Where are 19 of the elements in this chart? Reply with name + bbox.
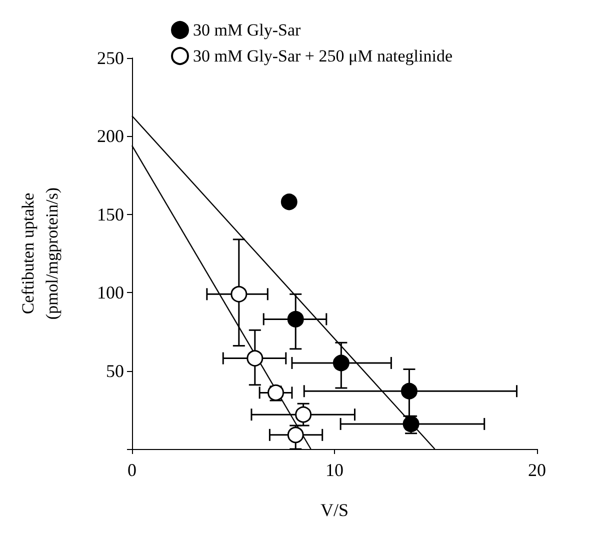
point <box>295 406 312 423</box>
point <box>400 382 418 400</box>
point <box>332 354 350 372</box>
y-axis-title: Ceftibuten uptake (pmol/mgprotein/s) <box>18 187 62 320</box>
y-tick-label: 100 <box>97 282 124 303</box>
x-tick-label: 0 <box>128 460 136 480</box>
y-tick-label: 50 <box>106 360 124 381</box>
y-tick-label: 250 <box>97 48 124 68</box>
y-tick-label: 150 <box>97 204 124 224</box>
x-tick-label: 10 <box>326 460 344 480</box>
legend-label: 30 mM Gly-Sar + 250 μM nateglinide <box>193 46 453 66</box>
y-tick-label: 200 <box>97 126 124 146</box>
x-axis-title: V/S <box>320 500 349 520</box>
legend-label: 30 mM Gly-Sar <box>193 20 301 40</box>
x-tick-label: 20 <box>528 460 546 480</box>
point <box>230 286 248 302</box>
point <box>280 194 298 210</box>
point <box>246 350 264 367</box>
point <box>287 310 304 328</box>
